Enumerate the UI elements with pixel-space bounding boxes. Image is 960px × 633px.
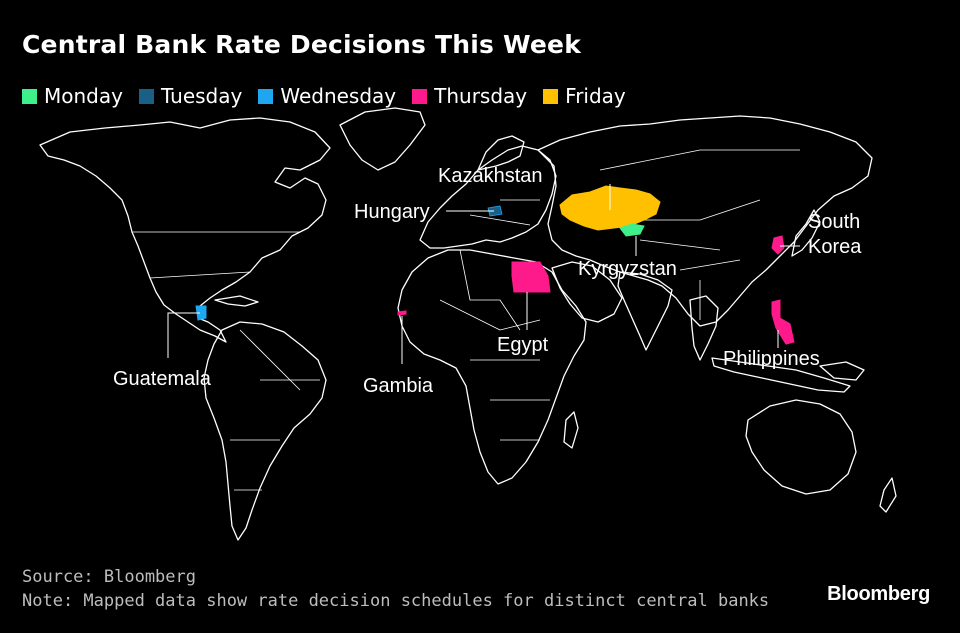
kyrgyzstan-label: Kyrgyzstan [578, 258, 677, 280]
south-korea-label-line1: South [808, 211, 860, 233]
australia-outline [745, 399, 857, 495]
chart-title: Central Bank Rate Decisions This Week [22, 30, 582, 59]
south-korea-shape [771, 235, 785, 255]
guatemala-shape [195, 305, 207, 321]
kyrgyzstan-shape [619, 223, 645, 237]
north-america-outline [39, 117, 331, 343]
bloomberg-logo: Bloomberg [827, 583, 930, 605]
legend-swatch-monday [22, 88, 37, 104]
madagascar-outline [563, 411, 579, 449]
egypt-label: Egypt [497, 334, 549, 356]
legend-swatch-wednesday [258, 88, 274, 104]
legend-item-friday: Friday [543, 84, 626, 108]
arabia-outline [551, 261, 623, 323]
indonesia-outline [711, 357, 851, 393]
legend-item-wednesday: Wednesday [258, 84, 396, 108]
europe-outline [419, 145, 557, 249]
source-text: Source: Bloomberg [22, 567, 196, 587]
legend-swatch-friday [543, 88, 559, 104]
scandinavia-outline [477, 135, 525, 171]
country-labels: Kazakhstan Hungary Kyrgyzstan Egypt Sout… [113, 165, 862, 397]
egypt-shape [511, 261, 551, 293]
highlighted-countries [195, 185, 795, 345]
legend-item-tuesday: Tuesday [138, 84, 243, 108]
legend-label-monday: Monday [44, 84, 123, 108]
footer-notes: Source: Bloomberg Note: Mapped data show… [22, 565, 769, 613]
philippines-label: Philippines [723, 348, 820, 370]
leader-lines [167, 184, 800, 364]
continent-outlines [39, 107, 897, 541]
south-korea-label-line2: Korea [808, 236, 862, 258]
note-text: Note: Mapped data show rate decision sch… [22, 591, 770, 611]
new-guinea-outline [819, 361, 865, 381]
legend-swatch-tuesday [138, 88, 154, 104]
legend-item-thursday: Thursday [412, 84, 527, 108]
guatemala-leader [167, 312, 200, 358]
africa-outline [397, 249, 587, 485]
legend: Monday Tuesday Wednesday Thursday Friday [22, 84, 642, 108]
legend-label-friday: Friday [565, 84, 626, 108]
gambia-label: Gambia [363, 375, 434, 397]
guatemala-label: Guatemala [113, 368, 212, 390]
asia-outline [537, 115, 873, 327]
south-america-outline [203, 321, 327, 541]
legend-swatch-thursday [412, 88, 428, 104]
legend-item-monday: Monday [22, 84, 123, 108]
hungary-shape [487, 205, 503, 217]
legend-label-thursday: Thursday [434, 84, 528, 108]
greenland-outline [339, 107, 426, 171]
hungary-label: Hungary [354, 201, 430, 223]
kazakhstan-label: Kazakhstan [438, 165, 543, 187]
gambia-shape [397, 310, 407, 316]
southeast-asia-outline [689, 295, 719, 361]
india-outline [617, 271, 673, 351]
borders-americas [132, 231, 320, 491]
borders-europe-africa [439, 199, 550, 441]
japan-outline [791, 209, 821, 257]
legend-label-wednesday: Wednesday [280, 84, 397, 108]
new-zealand-outline [879, 477, 897, 513]
philippines-shape [771, 299, 795, 345]
borders-asia [599, 149, 800, 320]
caribbean-outline [214, 295, 259, 307]
legend-label-tuesday: Tuesday [160, 84, 243, 108]
